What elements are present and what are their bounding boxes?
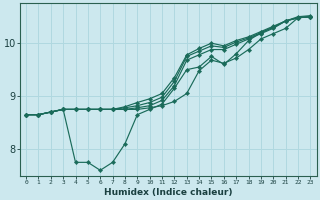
X-axis label: Humidex (Indice chaleur): Humidex (Indice chaleur) bbox=[104, 188, 232, 197]
